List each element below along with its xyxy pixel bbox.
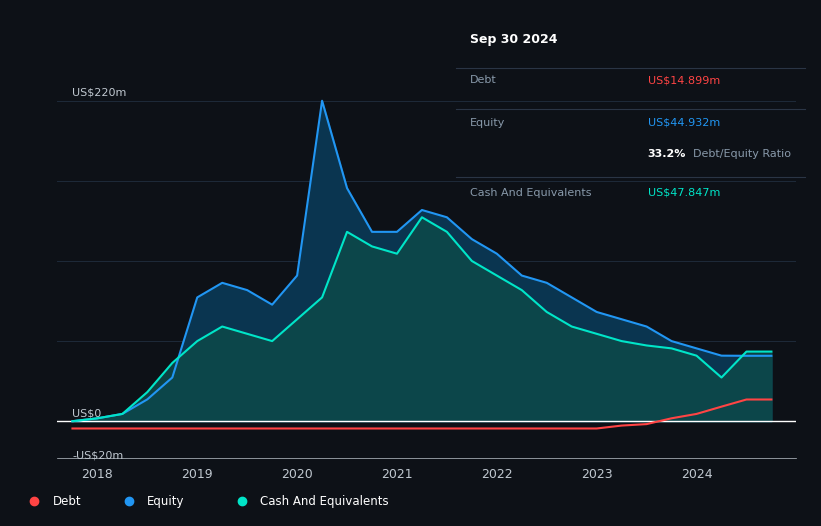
Text: Debt: Debt — [470, 75, 497, 85]
Text: US$14.899m: US$14.899m — [648, 75, 720, 85]
Text: US$44.932m: US$44.932m — [648, 118, 720, 128]
Text: US$47.847m: US$47.847m — [648, 188, 720, 198]
Text: Debt: Debt — [53, 494, 81, 508]
Text: -US$20m: -US$20m — [72, 450, 124, 460]
Text: US$220m: US$220m — [72, 88, 126, 98]
Text: Debt/Equity Ratio: Debt/Equity Ratio — [693, 149, 791, 159]
Text: Sep 30 2024: Sep 30 2024 — [470, 33, 557, 46]
Text: 33.2%: 33.2% — [648, 149, 686, 159]
Text: US$0: US$0 — [72, 408, 102, 418]
Text: Cash And Equivalents: Cash And Equivalents — [260, 494, 389, 508]
Text: Equity: Equity — [148, 494, 185, 508]
Text: Cash And Equivalents: Cash And Equivalents — [470, 188, 591, 198]
Text: Equity: Equity — [470, 118, 505, 128]
